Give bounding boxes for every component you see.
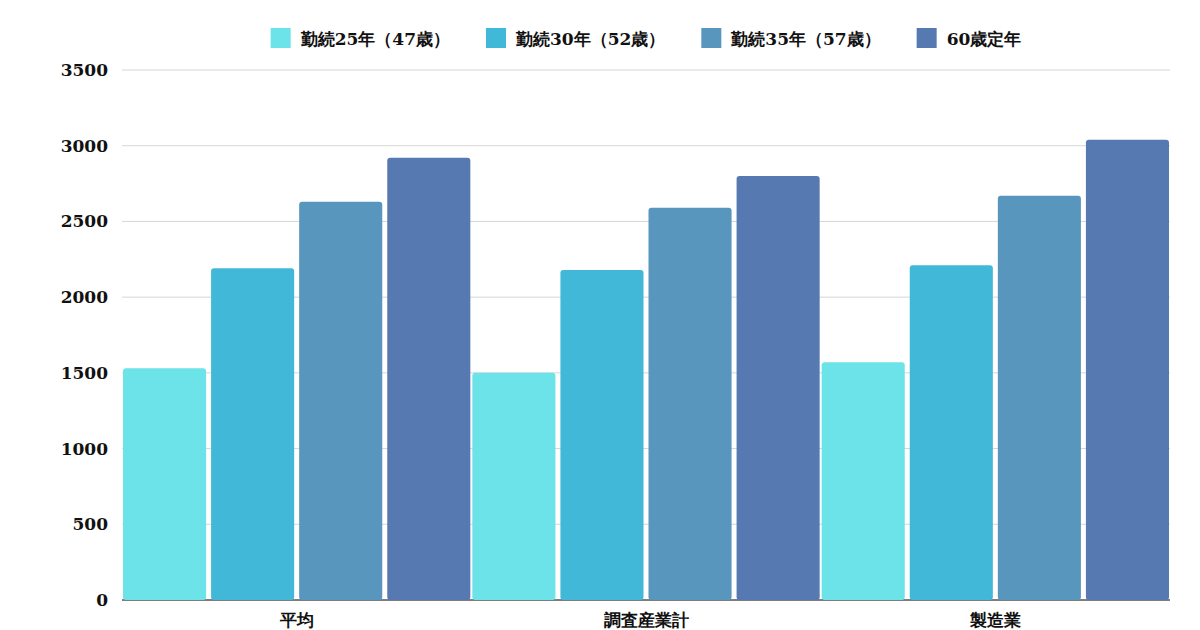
bar bbox=[1086, 140, 1169, 600]
tick-label: 2000 bbox=[61, 287, 108, 307]
bar bbox=[737, 176, 820, 600]
legend-label: 勤続35年（57歳） bbox=[730, 29, 880, 49]
legend: 勤続25年（47歳） 勤続30年（52歳） 勤続35年（57歳） 60歳定年 bbox=[271, 28, 1022, 49]
legend-swatch bbox=[271, 28, 291, 48]
tick-label: 3500 bbox=[61, 60, 108, 80]
bar bbox=[910, 265, 993, 600]
bar bbox=[998, 196, 1081, 600]
legend-label: 60歳定年 bbox=[947, 29, 1022, 49]
category-label: 調査産業計 bbox=[604, 610, 689, 630]
category-label: 製造業 bbox=[969, 610, 1021, 630]
bar bbox=[822, 362, 905, 600]
tick-label: 3000 bbox=[61, 136, 108, 156]
tick-label: 0 bbox=[96, 590, 108, 610]
legend-swatch bbox=[917, 28, 937, 48]
bar bbox=[472, 373, 555, 600]
bar bbox=[560, 270, 643, 600]
tick-label: 2500 bbox=[61, 211, 108, 231]
legend-swatch bbox=[486, 28, 506, 48]
category-label: 平均 bbox=[279, 610, 314, 630]
grid bbox=[122, 70, 1170, 600]
tick-label: 1500 bbox=[61, 363, 108, 383]
legend-swatch bbox=[701, 28, 721, 48]
grid-line bbox=[122, 145, 1170, 146]
chart: 0 500 1000 1500 2000 2500 3000 3500 平均 調査産業計 製造業 勤続… bbox=[0, 0, 1200, 630]
tick-label: 1000 bbox=[61, 439, 108, 459]
bars bbox=[123, 140, 1169, 600]
bar bbox=[123, 368, 206, 600]
legend-label: 勤続30年（52歳） bbox=[515, 29, 665, 49]
tick-label: 500 bbox=[73, 514, 109, 534]
legend-label: 勤続25年（47歳） bbox=[300, 29, 450, 49]
bar bbox=[299, 202, 382, 600]
bar bbox=[649, 208, 732, 600]
grid-line bbox=[122, 70, 1170, 71]
bar bbox=[211, 268, 294, 600]
bar bbox=[387, 158, 470, 600]
